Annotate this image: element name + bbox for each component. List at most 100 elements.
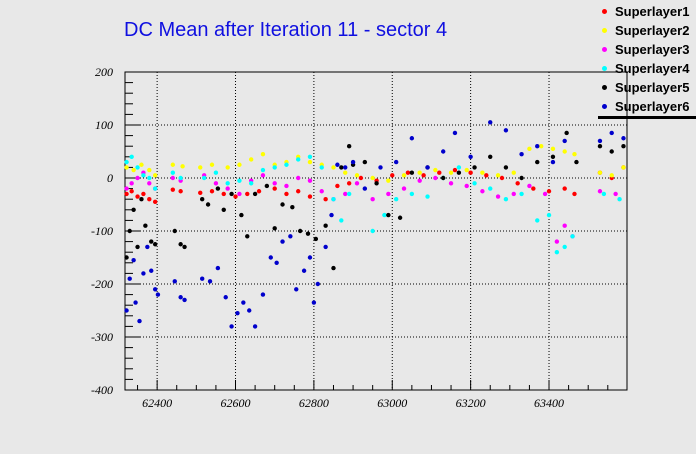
data-point-superlayer6: [311, 300, 317, 305]
data-point-superlayer6: [155, 292, 161, 297]
data-point-superlayer5: [182, 244, 187, 250]
data-point-superlayer2: [511, 170, 516, 175]
data-point-superlayer5: [172, 228, 177, 234]
data-point-superlayer2: [386, 178, 391, 183]
data-point-superlayer5: [346, 144, 352, 149]
data-point-superlayer3: [343, 191, 348, 197]
x-tick-label: 63400: [534, 396, 564, 410]
data-point-superlayer1: [515, 181, 520, 186]
data-point-superlayer6: [535, 144, 540, 149]
data-point-superlayer5: [178, 242, 183, 247]
data-point-superlayer3: [511, 191, 516, 197]
data-point-superlayer3: [370, 197, 375, 202]
data-point-superlayer4: [570, 234, 575, 239]
data-point-superlayer2: [562, 149, 567, 154]
data-point-superlayer1: [147, 197, 152, 202]
legend-entry: Superlayer1: [598, 2, 696, 21]
data-point-superlayer5: [205, 202, 211, 207]
data-point-superlayer6: [315, 281, 321, 287]
data-point-superlayer1: [129, 189, 134, 194]
legend-marker: [602, 9, 607, 14]
data-point-superlayer2: [621, 165, 626, 170]
data-point-superlayer6: [152, 287, 158, 292]
data-point-superlayer2: [609, 173, 614, 178]
data-point-superlayer5: [131, 207, 136, 212]
data-point-superlayer1: [546, 189, 552, 194]
data-point-superlayer2: [480, 170, 485, 175]
data-point-superlayer5: [272, 226, 277, 231]
data-point-superlayer5: [264, 183, 270, 189]
data-point-superlayer6: [182, 297, 187, 303]
data-point-superlayer2: [307, 159, 313, 165]
data-point-superlayer4: [562, 244, 567, 250]
data-point-superlayer6: [241, 300, 246, 305]
data-point-superlayer4: [260, 167, 266, 173]
data-point-superlayer2: [343, 170, 348, 175]
legend-marker: [602, 66, 607, 71]
data-point-superlayer6: [229, 324, 234, 329]
data-point-superlayer4: [135, 165, 140, 170]
data-point-superlayer4: [601, 191, 607, 197]
data-point-superlayer6: [215, 265, 221, 271]
data-point-superlayer6: [200, 276, 205, 281]
data-point-superlayer3: [307, 178, 313, 183]
data-point-superlayer4: [346, 191, 352, 197]
data-point-superlayer2: [370, 175, 375, 181]
data-point-superlayer1: [170, 187, 176, 192]
data-point-superlayer1: [323, 197, 328, 202]
data-point-superlayer5: [127, 228, 132, 234]
legend-label: Superlayer3: [615, 42, 690, 57]
legend-label: Superlayer1: [615, 4, 690, 19]
data-point-superlayer5: [503, 165, 509, 170]
data-point-superlayer2: [198, 165, 203, 170]
data-point-superlayer3: [480, 189, 485, 194]
data-point-superlayer1: [296, 189, 301, 194]
data-point-superlayer6: [452, 130, 458, 136]
data-point-superlayer4: [456, 165, 462, 170]
data-point-superlayer6: [252, 324, 258, 329]
data-point-superlayer6: [307, 255, 313, 260]
data-point-superlayer3: [129, 181, 134, 186]
legend-entry: Superlayer2: [598, 21, 696, 40]
data-point-superlayer3: [296, 175, 301, 181]
legend-label: Superlayer4: [615, 61, 690, 76]
data-point-superlayer5: [280, 202, 285, 207]
data-point-superlayer3: [562, 223, 567, 228]
data-point-superlayer1: [135, 194, 140, 199]
legend-marker: [602, 85, 607, 90]
data-point-superlayer3: [433, 175, 438, 181]
legend-marker: [602, 104, 607, 109]
data-point-superlayer6: [141, 271, 146, 276]
data-point-superlayer5: [397, 215, 403, 220]
data-point-superlayer3: [272, 181, 277, 186]
data-point-superlayer5: [574, 159, 579, 165]
data-point-superlayer1: [484, 173, 489, 178]
data-point-superlayer5: [252, 191, 258, 197]
data-point-superlayer3: [170, 175, 176, 181]
data-point-superlayer4: [272, 165, 277, 170]
data-point-superlayer6: [124, 308, 129, 313]
data-point-superlayer3: [124, 186, 129, 191]
data-point-superlayer3: [260, 173, 266, 178]
data-point-superlayer4: [225, 181, 230, 186]
data-point-superlayer6: [562, 138, 567, 144]
data-point-superlayer3: [354, 181, 360, 186]
data-point-superlayer2: [209, 162, 215, 167]
x-tick-label: 63200: [456, 396, 486, 410]
data-point-superlayer5: [472, 165, 477, 170]
data-point-superlayer5: [409, 170, 415, 175]
data-point-superlayer6: [425, 165, 430, 170]
data-point-superlayer2: [538, 144, 544, 149]
legend: Superlayer1 Superlayer2 Superlayer3 Superla…: [598, 2, 696, 119]
data-point-superlayer6: [409, 136, 415, 141]
data-point-superlayer5: [456, 170, 462, 175]
data-point-superlayer6: [329, 212, 334, 218]
data-point-superlayer1: [124, 191, 129, 197]
data-point-superlayer6: [362, 186, 368, 191]
data-point-superlayer6: [149, 268, 154, 273]
data-point-superlayer6: [343, 165, 348, 170]
data-point-superlayer4: [237, 178, 242, 183]
data-point-superlayer6: [274, 260, 279, 265]
data-point-superlayer2: [464, 167, 469, 173]
data-point-superlayer5: [215, 186, 221, 191]
